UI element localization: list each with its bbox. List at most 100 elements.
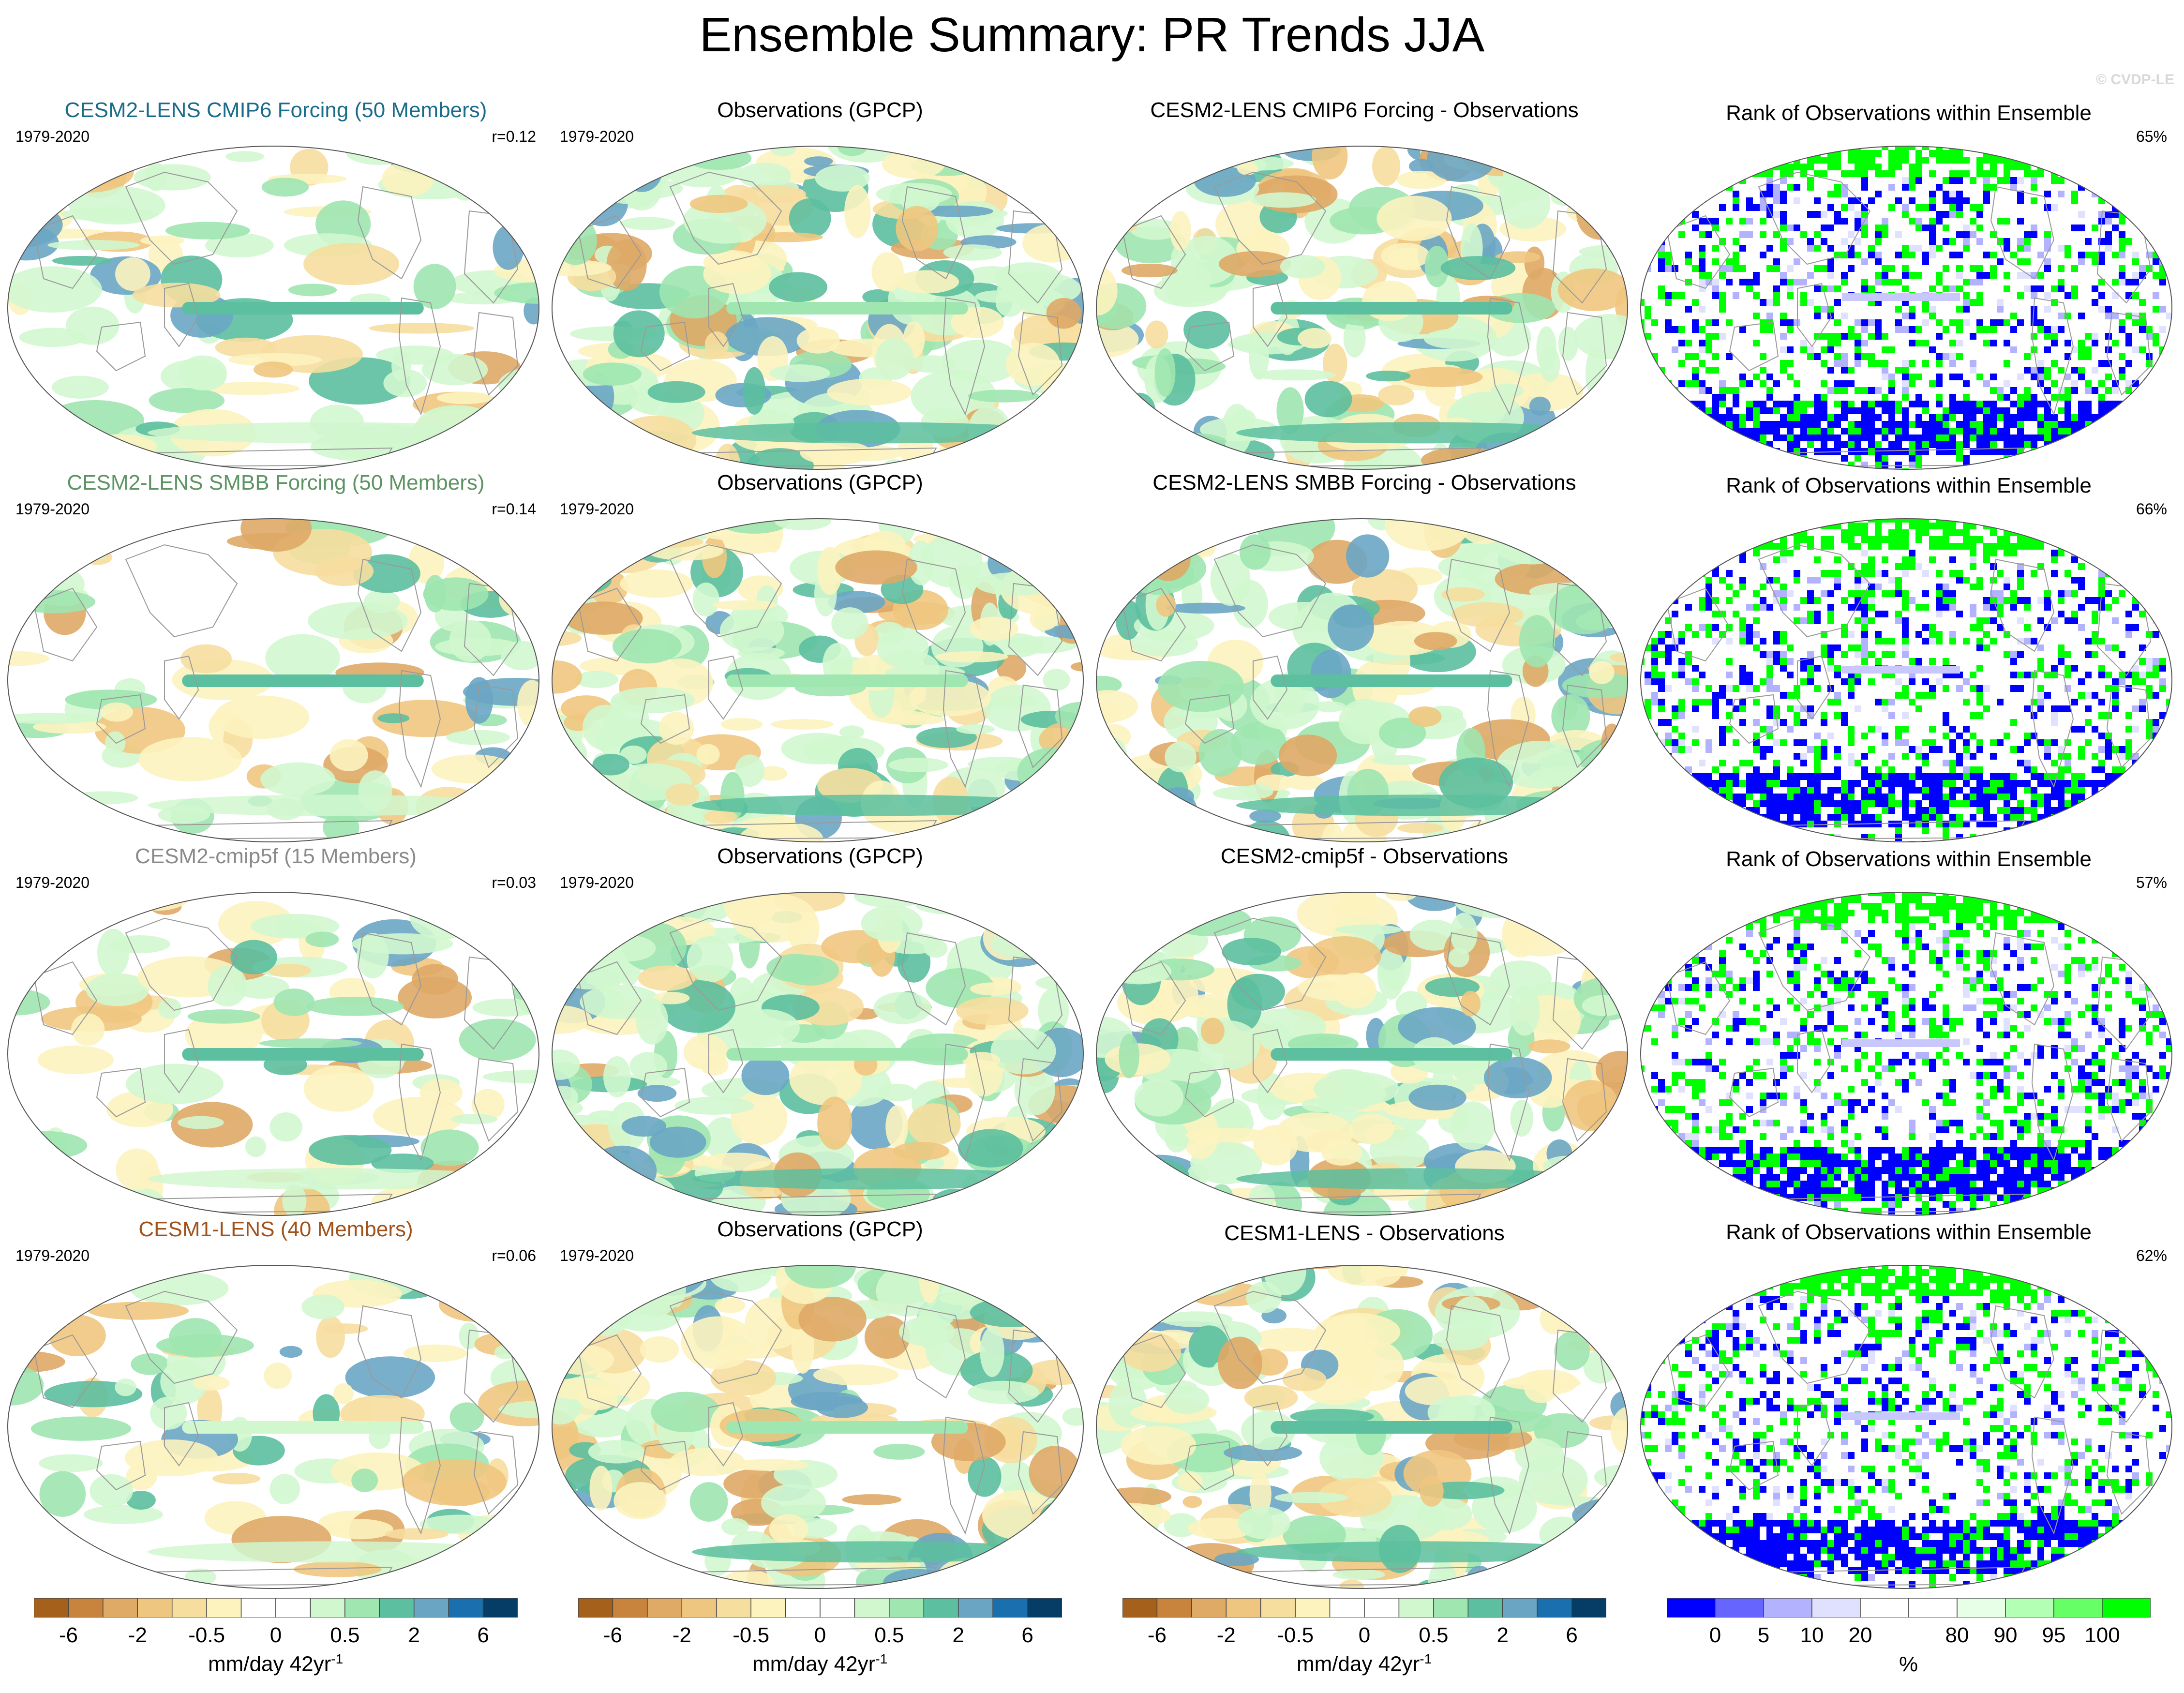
- rank-map-container: [1638, 143, 2175, 475]
- colorbar-swatch: [1908, 1598, 1958, 1618]
- rank-map-container: [1638, 1262, 2175, 1594]
- colorbar-tick-label: 0: [1709, 1623, 1721, 1647]
- panel-model-row2: CESM2-LENS SMBB Forcing (50 Members) 1979…: [5, 469, 547, 842]
- colorbar-swatch: [1260, 1598, 1296, 1618]
- colorbar-tick-label: -0.5: [188, 1623, 225, 1647]
- colorbar-swatch: [992, 1598, 1028, 1618]
- units-exponent: -1: [1420, 1651, 1432, 1666]
- diff-title: CESM2-LENS CMIP6 Forcing - Observations: [1150, 98, 1579, 122]
- colorbar-tick-label: 6: [477, 1623, 489, 1647]
- colorbar-tick-label: -0.5: [733, 1623, 770, 1647]
- units-exponent: -1: [875, 1651, 888, 1666]
- units-text: mm/day 42yr: [1297, 1652, 1420, 1676]
- copyright-watermark: © CVDP-LE: [2095, 72, 2174, 88]
- pattern-correlation: r=0.12: [492, 128, 536, 145]
- colorbar-swatch: [137, 1598, 173, 1618]
- colorbar-swatch: [957, 1598, 993, 1618]
- colorbar-swatch: [2005, 1598, 2054, 1618]
- rank-map: [1640, 518, 2172, 842]
- colorbar-tick-label: -6: [59, 1623, 78, 1647]
- colorbar-swatch: [889, 1598, 925, 1618]
- obs-map: [552, 518, 1084, 842]
- colorbar-swatch: [275, 1598, 311, 1618]
- panel-diff-row4: CESM1-LENS - Observations: [1093, 1216, 1635, 1589]
- diff-map-container: [1093, 143, 1631, 475]
- panel-obs-row4: Observations (GPCP) 1979-2020: [549, 1216, 1091, 1589]
- trend-colorbar: -6 -2 -0.5 0 0.5 2 6 mm/day 42yr-1: [1122, 1598, 1606, 1690]
- page-title: Ensemble Summary: PR Trends JJA: [699, 8, 1485, 62]
- colorbar-swatch: [240, 1598, 276, 1618]
- obs-title: Observations (GPCP): [717, 1217, 923, 1241]
- pattern-correlation: r=0.06: [492, 1247, 536, 1264]
- pattern-correlation: r=0.14: [492, 500, 536, 518]
- colorbar-swatches: [34, 1598, 518, 1618]
- colorbar-swatch: [2053, 1598, 2103, 1618]
- diff-map: [1096, 146, 1628, 470]
- colorbar-tick-label: -0.5: [1277, 1623, 1314, 1647]
- panel-model-row4: CESM1-LENS (40 Members) 1979-2020 r=0.06: [5, 1216, 547, 1589]
- colorbar-tick-label: 0.5: [1419, 1623, 1449, 1647]
- colorbar-swatch: [379, 1598, 415, 1618]
- obs-title: Observations (GPCP): [717, 471, 923, 494]
- colorbar-swatch: [1156, 1598, 1192, 1618]
- units-text: mm/day 42yr: [208, 1652, 331, 1676]
- colorbar-tick-label: 80: [1945, 1623, 1969, 1647]
- colorbar-swatch: [1860, 1598, 1909, 1618]
- colorbar-tick-label: 2: [1496, 1623, 1509, 1647]
- obs-map: [552, 146, 1084, 470]
- colorbar-swatch: [820, 1598, 855, 1618]
- rank-map: [1640, 892, 2172, 1216]
- model-title: CESM1-LENS (40 Members): [138, 1217, 413, 1241]
- colorbar-tick-label: 20: [1848, 1623, 1872, 1647]
- colorbar-swatch: [854, 1598, 890, 1618]
- colorbar-swatch: [1811, 1598, 1861, 1618]
- colorbar-tick-label: 0.5: [330, 1623, 360, 1647]
- colorbar-swatch: [1027, 1598, 1062, 1618]
- rank-title: Rank of Observations within Ensemble: [1726, 101, 2092, 125]
- colorbar-swatch: [2102, 1598, 2151, 1618]
- rank-percent: 65%: [2136, 128, 2167, 145]
- colorbar-swatches: [578, 1598, 1062, 1618]
- model-map: [7, 518, 539, 842]
- obs-map-container: [549, 143, 1086, 475]
- colorbar-swatch: [1467, 1598, 1503, 1618]
- rank-title: Rank of Observations within Ensemble: [1726, 474, 2092, 497]
- pattern-correlation: r=0.03: [492, 874, 536, 891]
- panel-obs-row2: Observations (GPCP) 1979-2020: [549, 469, 1091, 842]
- rank-map: [1640, 146, 2172, 470]
- colorbar-tick-label: 100: [2084, 1623, 2120, 1647]
- colorbar-tick-label: 90: [1993, 1623, 2018, 1647]
- rank-percent: 57%: [2136, 874, 2167, 891]
- colorbar-swatch: [612, 1598, 648, 1618]
- panel-rank-row3: Rank of Observations within Ensemble 57%: [1638, 843, 2180, 1216]
- colorbar-swatch: [171, 1598, 207, 1618]
- colorbar-swatch: [1957, 1598, 2006, 1618]
- period-label: 1979-2020: [560, 128, 634, 145]
- colorbar-swatch: [482, 1598, 518, 1618]
- colorbar-swatch: [1537, 1598, 1572, 1618]
- diff-map-container: [1093, 1262, 1631, 1594]
- colorbar-swatch: [413, 1598, 449, 1618]
- obs-map: [552, 1265, 1084, 1589]
- colorbar-units-label: mm/day 42yr-1: [1297, 1651, 1432, 1677]
- colorbar-swatch: [103, 1598, 138, 1618]
- model-map: [7, 1265, 539, 1589]
- panel-diff-row2: CESM2-LENS SMBB Forcing - Observations: [1093, 469, 1635, 842]
- period-label: 1979-2020: [15, 1247, 90, 1264]
- colorbar-tick-label: 95: [2042, 1623, 2066, 1647]
- panel-diff-row3: CESM2-cmip5f - Observations: [1093, 843, 1635, 1216]
- colorbar-swatches: [1122, 1598, 1606, 1618]
- colorbar-swatch: [448, 1598, 484, 1618]
- model-map: [7, 892, 539, 1216]
- colorbar-swatch: [1226, 1598, 1261, 1618]
- model-map-container: [5, 516, 542, 847]
- units-text: mm/day 42yr: [752, 1652, 876, 1676]
- period-label: 1979-2020: [560, 874, 634, 891]
- diff-map-container: [1093, 889, 1631, 1221]
- panel-rank-row4: Rank of Observations within Ensemble 62%: [1638, 1216, 2180, 1589]
- diff-map: [1096, 518, 1628, 842]
- period-label: 1979-2020: [15, 874, 90, 891]
- diff-title: CESM2-LENS SMBB Forcing - Observations: [1152, 471, 1576, 494]
- obs-map-container: [549, 1262, 1086, 1594]
- colorbar-swatch: [206, 1598, 242, 1618]
